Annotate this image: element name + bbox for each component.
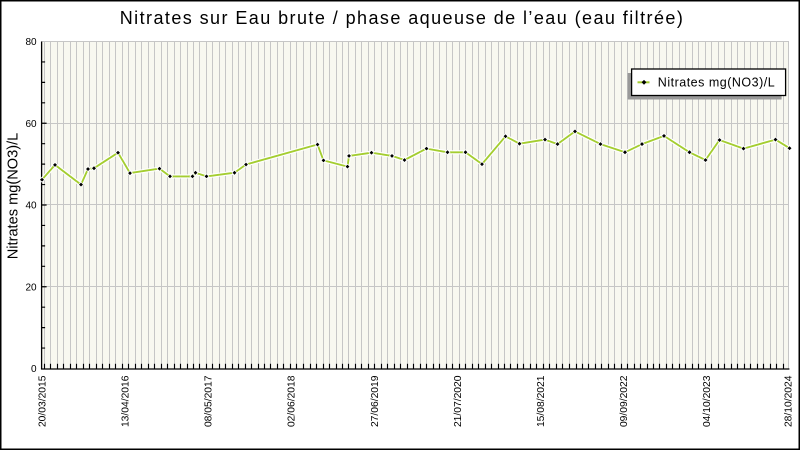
svg-text:Nitrates sur Eau brute / phase: Nitrates sur Eau brute / phase aqueuse d… (120, 8, 685, 28)
svg-text:40: 40 (25, 201, 37, 212)
svg-text:20: 20 (25, 282, 37, 293)
svg-text:27/06/2019: 27/06/2019 (370, 375, 381, 427)
svg-text:15/08/2021: 15/08/2021 (536, 375, 547, 427)
svg-text:Nitrates mg(NO3)/L: Nitrates mg(NO3)/L (658, 75, 775, 89)
svg-text:Nitrates mg(NO3)/L: Nitrates mg(NO3)/L (5, 133, 21, 260)
svg-text:02/06/2018: 02/06/2018 (287, 375, 298, 427)
svg-text:60: 60 (25, 119, 37, 130)
svg-text:0: 0 (31, 364, 37, 375)
svg-text:20/03/2015: 20/03/2015 (38, 375, 49, 427)
svg-text:08/05/2017: 08/05/2017 (204, 375, 215, 427)
svg-text:80: 80 (25, 37, 37, 48)
svg-text:04/10/2023: 04/10/2023 (702, 375, 713, 427)
svg-text:21/07/2020: 21/07/2020 (453, 375, 464, 427)
svg-text:28/10/2024: 28/10/2024 (783, 375, 794, 427)
svg-text:13/04/2016: 13/04/2016 (121, 375, 132, 427)
svg-text:09/09/2022: 09/09/2022 (619, 375, 630, 427)
